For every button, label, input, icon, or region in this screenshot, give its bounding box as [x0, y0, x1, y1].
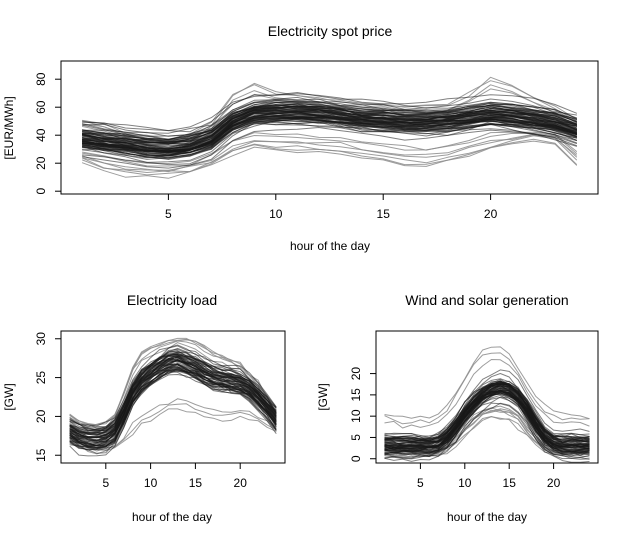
series-line-wind-solar: [384, 402, 590, 463]
y-tick-label: 20: [34, 156, 48, 170]
series-line-wind-solar: [384, 392, 590, 456]
x-tick-label: 5: [165, 207, 172, 221]
y-tick-label: 20: [349, 367, 363, 381]
x-tick-label: 20: [234, 476, 248, 490]
series-line-wind-solar: [384, 369, 590, 439]
y-tick-label: 80: [34, 72, 48, 86]
series-line-load: [69, 344, 277, 427]
series-line-load: [69, 337, 277, 426]
x-tick-label: 20: [484, 207, 498, 221]
y-tick-label: 5: [349, 434, 363, 441]
y-tick-label: 15: [34, 448, 48, 462]
x-tick-label: 5: [417, 476, 424, 490]
chart-title-spot-price: Electricity spot price: [268, 23, 393, 39]
panel-load: Electricity load 5 10 15 20 15 20 25 30 hour o…: [2, 292, 286, 524]
series-line-wind-solar: [384, 402, 590, 460]
y-tick-label: 0: [349, 455, 363, 462]
x-axis-label-load: hour of the day: [132, 510, 212, 524]
series-line-spot-price: [82, 132, 577, 167]
series-group-spot-price: [82, 76, 577, 179]
x-tick-label: 10: [144, 476, 158, 490]
plot-frame-load: [60, 330, 286, 464]
series-line-spot-price: [82, 103, 577, 147]
x-tick-label: 5: [102, 476, 109, 490]
series-line-spot-price: [82, 115, 577, 156]
series-line-wind-solar: [384, 409, 590, 456]
chart-title-wind-solar: Wind and solar generation: [405, 292, 568, 308]
series-line-wind-solar: [384, 352, 590, 425]
x-tick-label: 15: [377, 207, 391, 221]
x-axis-label-spot-price: hour of the day: [290, 239, 370, 253]
series-group-load: [69, 337, 277, 457]
x-tick-label: 20: [547, 476, 561, 490]
panel-wind-solar: Wind and solar generation 5 10 15 20 0 5 10 15…: [316, 292, 599, 524]
series-line-load: [69, 363, 277, 442]
series-line-wind-solar: [384, 373, 590, 443]
x-axis-wind-solar: 5 10 15 20: [417, 463, 561, 490]
y-tick-label: 60: [34, 100, 48, 114]
series-line-spot-price: [82, 131, 577, 164]
plot-frame-wind-solar: [375, 330, 599, 464]
series-line-spot-price: [82, 109, 577, 145]
series-group-wind-solar: [384, 346, 590, 463]
y-axis-label-spot-price: [EUR/MWh]: [2, 96, 16, 159]
y-tick-label: 30: [34, 332, 48, 346]
y-tick-label: 0: [34, 188, 48, 195]
series-line-load: [69, 367, 277, 457]
series-line-wind-solar: [384, 346, 590, 420]
y-axis-label-wind-solar: [GW]: [316, 383, 330, 410]
series-line-wind-solar: [384, 383, 590, 449]
series-line-wind-solar: [384, 380, 590, 438]
series-line-wind-solar: [384, 391, 590, 450]
y-axis-spot-price: 0 20 40 60 80: [34, 72, 61, 195]
series-line-spot-price: [82, 106, 577, 144]
series-line-wind-solar: [384, 390, 590, 454]
y-axis-load: 15 20 25 30: [34, 332, 61, 462]
y-tick-label: 10: [349, 409, 363, 423]
series-line-load: [69, 408, 277, 455]
y-axis-label-load: [GW]: [2, 383, 16, 410]
series-line-wind-solar: [384, 389, 590, 454]
x-axis-label-wind-solar: hour of the day: [447, 510, 527, 524]
plot-frame-spot-price: [60, 60, 599, 195]
x-tick-label: 15: [503, 476, 517, 490]
series-line-spot-price: [82, 119, 577, 160]
x-tick-label: 15: [189, 476, 203, 490]
x-tick-label: 10: [269, 207, 283, 221]
x-tick-label: 10: [458, 476, 472, 490]
series-line-wind-solar: [384, 385, 590, 444]
series-line-wind-solar: [384, 359, 590, 429]
series-line-spot-price: [82, 93, 577, 133]
y-tick-label: 25: [34, 371, 48, 385]
y-axis-wind-solar: 0 5 10 15 20: [349, 367, 376, 462]
series-line-load: [69, 358, 277, 444]
x-axis-spot-price: 5 10 15 20: [165, 194, 498, 221]
y-tick-label: 20: [34, 409, 48, 423]
series-line-load: [69, 356, 277, 436]
series-line-spot-price: [82, 140, 577, 179]
series-line-spot-price: [82, 117, 577, 159]
series-line-spot-price: [82, 135, 577, 173]
series-line-load: [69, 352, 277, 439]
series-line-spot-price: [82, 80, 577, 140]
series-line-spot-price: [82, 127, 577, 169]
y-tick-label: 15: [349, 388, 363, 402]
series-line-spot-price: [82, 100, 577, 140]
panel-spot-price: Electricity spot price 5 10 15 20 0 20 40 60 80…: [2, 23, 599, 253]
x-axis-load: 5 10 15 20: [102, 463, 247, 490]
series-line-spot-price: [82, 121, 577, 160]
y-tick-label: 40: [34, 128, 48, 142]
series-line-spot-price: [82, 134, 577, 171]
series-line-load: [69, 369, 277, 448]
chart-title-load: Electricity load: [127, 292, 217, 308]
